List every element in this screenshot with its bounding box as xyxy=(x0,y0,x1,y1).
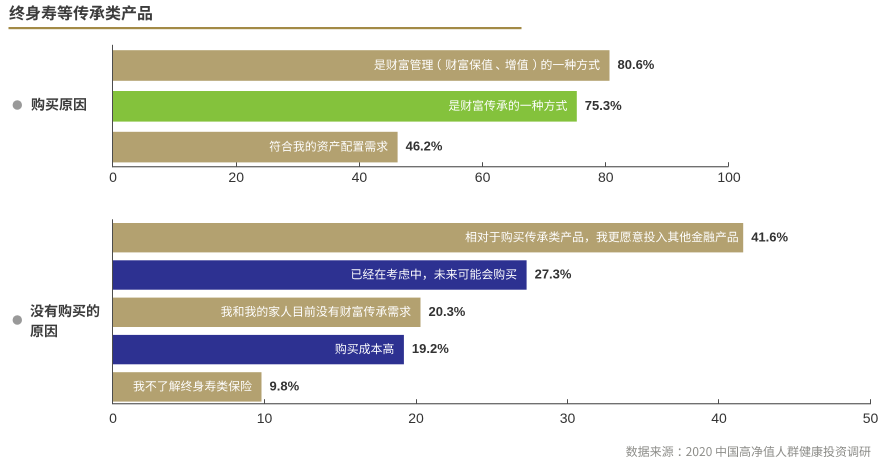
svg-text:20.3%: 20.3% xyxy=(429,304,466,319)
svg-text:19.2%: 19.2% xyxy=(412,341,449,356)
svg-text:50: 50 xyxy=(863,410,879,426)
svg-text:80.6%: 80.6% xyxy=(618,57,655,72)
svg-text:30: 30 xyxy=(560,410,576,426)
svg-text:100: 100 xyxy=(717,169,741,185)
svg-text:27.3%: 27.3% xyxy=(535,267,572,282)
svg-text:20: 20 xyxy=(228,169,244,185)
svg-text:40: 40 xyxy=(711,410,727,426)
svg-text:0: 0 xyxy=(109,169,117,185)
svg-text:0: 0 xyxy=(109,410,117,426)
svg-text:9.8%: 9.8% xyxy=(270,379,300,394)
svg-text:20: 20 xyxy=(408,410,424,426)
svg-text:80: 80 xyxy=(598,169,614,185)
svg-text:40: 40 xyxy=(352,169,368,185)
svg-text:75.3%: 75.3% xyxy=(585,98,622,113)
svg-text:60: 60 xyxy=(475,169,491,185)
svg-text:46.2%: 46.2% xyxy=(406,139,443,154)
svg-text:10: 10 xyxy=(257,410,273,426)
svg-text:41.6%: 41.6% xyxy=(751,229,788,244)
